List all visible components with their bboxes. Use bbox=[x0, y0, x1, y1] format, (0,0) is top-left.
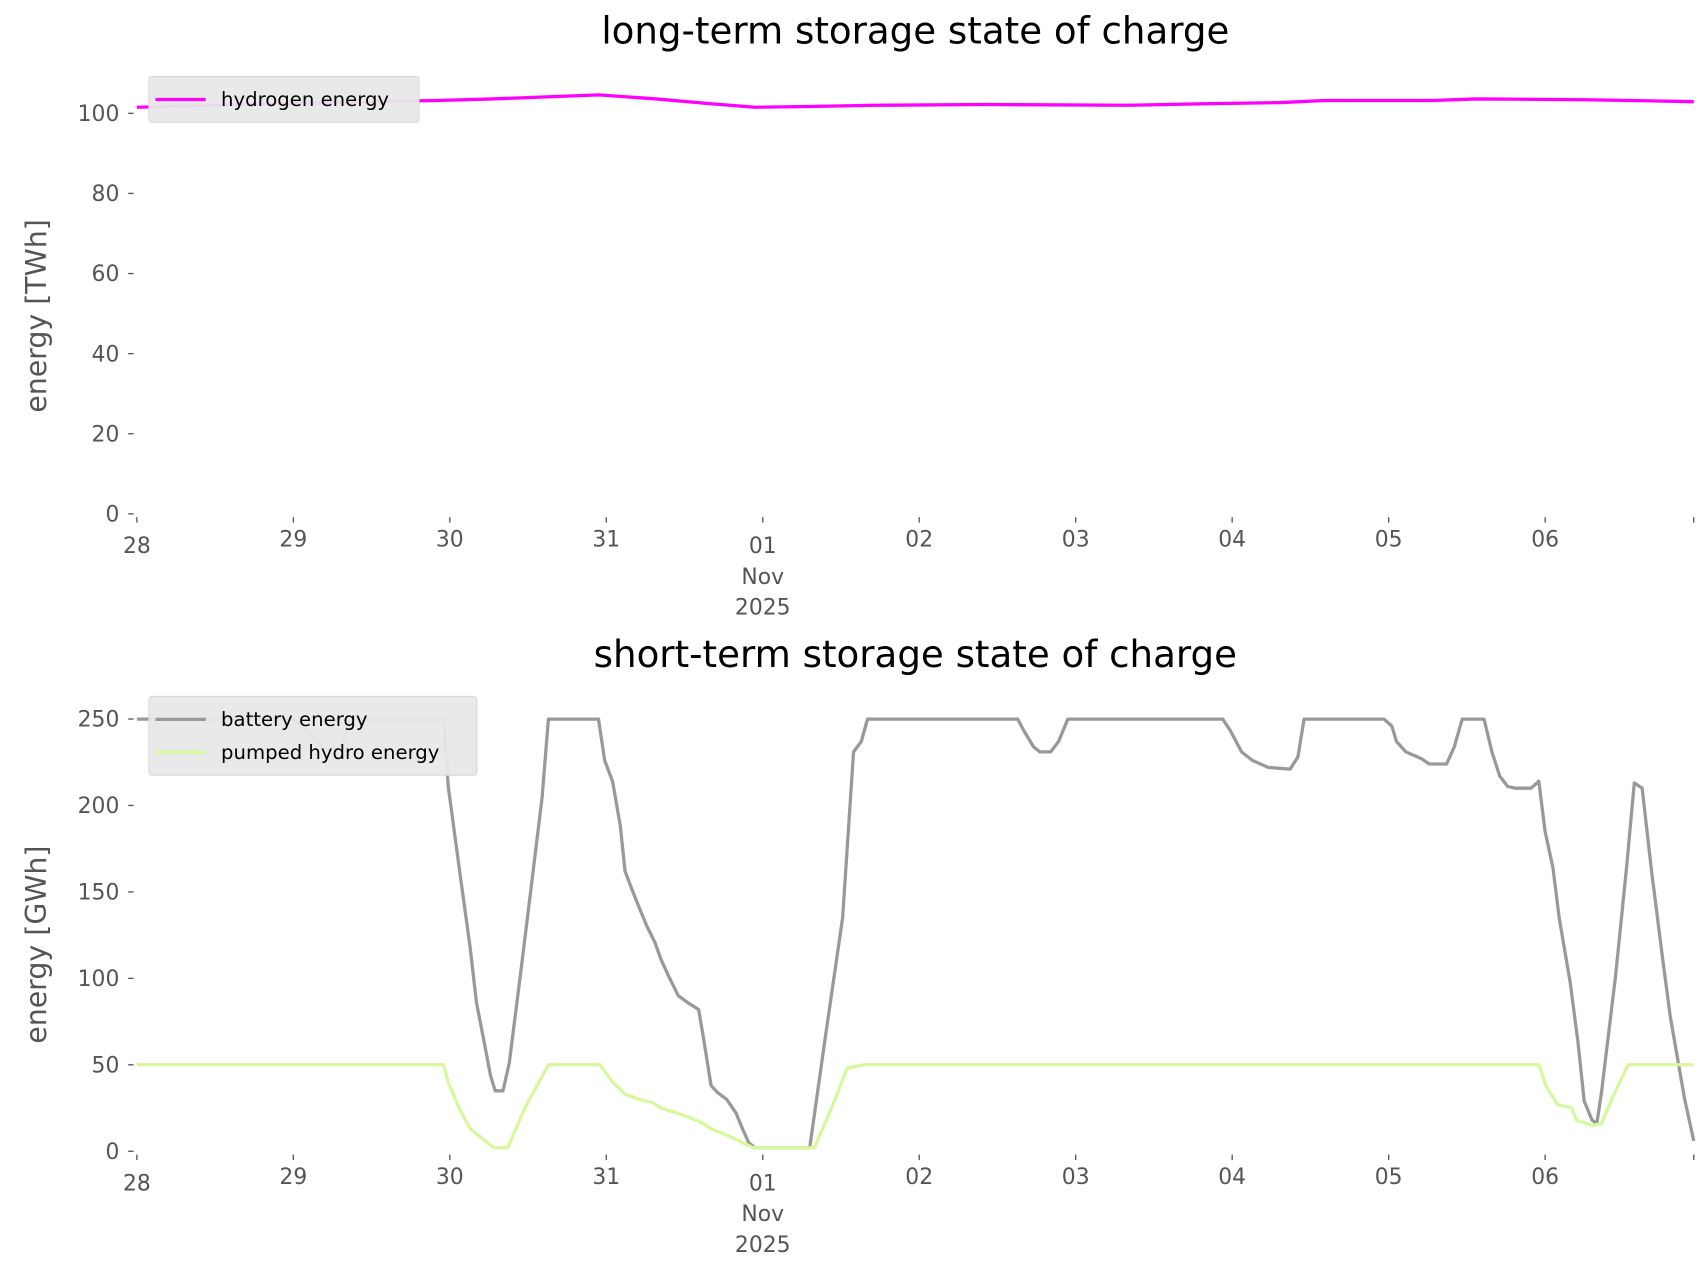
y-tick-label: 100 bbox=[78, 102, 120, 127]
x-tick-label: 05 bbox=[1375, 1165, 1403, 1190]
chart-title: long-term storage state of charge bbox=[601, 9, 1229, 53]
y-tick-label: 0 bbox=[105, 503, 119, 528]
x-tick-label: 03 bbox=[1062, 1165, 1090, 1190]
y-tick-label: 100 bbox=[78, 967, 120, 992]
x-tick-label: 30 bbox=[436, 1165, 464, 1190]
y-tick-label: 150 bbox=[78, 881, 120, 906]
y-tick-label: 0 bbox=[105, 1140, 119, 1165]
legend-box bbox=[148, 75, 420, 123]
y-axis-label: energy [GWh] bbox=[20, 845, 53, 1043]
y-tick-label: 50 bbox=[92, 1053, 120, 1078]
chart-title: short-term storage state of charge bbox=[594, 632, 1237, 676]
x-tick-label: 04 bbox=[1218, 1165, 1246, 1190]
y-tick-label: 40 bbox=[92, 342, 120, 367]
x-tick-label: 30 bbox=[436, 528, 464, 553]
y-tick-label: 60 bbox=[92, 262, 120, 287]
x-month-label: Nov bbox=[741, 565, 784, 590]
legend-label: hydrogen energy bbox=[221, 88, 389, 111]
x-tick-label: 31 bbox=[592, 1165, 620, 1190]
x-tick-label: 31 bbox=[592, 528, 620, 553]
y-tick-label: 250 bbox=[78, 708, 120, 733]
x-tick-label: 06 bbox=[1531, 528, 1559, 553]
x-tick-label: 29 bbox=[279, 1165, 307, 1190]
x-tick-label: 05 bbox=[1375, 528, 1403, 553]
x-tick-label: 01 bbox=[749, 534, 777, 559]
x-year-label: 2025 bbox=[735, 1233, 791, 1258]
x-tick-label: 29 bbox=[279, 528, 307, 553]
x-tick-label: 02 bbox=[905, 528, 933, 553]
series-line-hydrogen-energy bbox=[136, 93, 1694, 109]
y-tick-label: 200 bbox=[78, 794, 120, 819]
series-line-battery-energy bbox=[136, 717, 1696, 1150]
legend-label: battery energy bbox=[221, 708, 368, 731]
x-tick-label: 02 bbox=[905, 1165, 933, 1190]
x-year-label: 2025 bbox=[735, 595, 791, 620]
legend-box bbox=[148, 695, 478, 776]
x-tick-label: 28 bbox=[123, 1172, 151, 1197]
y-tick-label: 80 bbox=[92, 182, 120, 207]
y-tick-label: 20 bbox=[92, 422, 120, 447]
x-month-label: Nov bbox=[741, 1202, 784, 1227]
x-tick-label: 28 bbox=[123, 534, 151, 559]
x-tick-label: 06 bbox=[1531, 1165, 1559, 1190]
long-term-storage-chart: long-term storage state of charge energy … bbox=[20, 9, 1695, 620]
y-axis-label: energy [TWh] bbox=[20, 219, 53, 413]
x-tick-label: 04 bbox=[1218, 528, 1246, 553]
x-tick-label: 01 bbox=[749, 1172, 777, 1197]
short-term-storage-chart: short-term storage state of charge energy… bbox=[20, 632, 1696, 1258]
series-line-pumped-hydro-energy bbox=[136, 1063, 1694, 1150]
x-tick-label: 03 bbox=[1062, 528, 1090, 553]
legend-label: pumped hydro energy bbox=[221, 741, 440, 764]
